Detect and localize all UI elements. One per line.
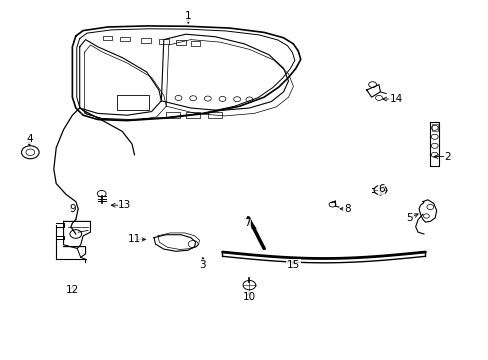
Text: 4: 4	[26, 134, 33, 144]
Text: 6: 6	[377, 184, 384, 194]
Bar	[166, 112, 180, 118]
Bar	[117, 95, 149, 110]
Bar	[207, 112, 221, 118]
Text: 14: 14	[388, 94, 402, 104]
Bar	[102, 36, 112, 40]
Text: 15: 15	[286, 260, 300, 270]
Text: 12: 12	[65, 285, 79, 295]
Text: 13: 13	[118, 200, 131, 210]
Bar	[159, 39, 168, 44]
Text: 3: 3	[199, 260, 206, 270]
Bar	[176, 40, 185, 45]
Text: 10: 10	[243, 292, 255, 302]
Text: 5: 5	[406, 213, 412, 223]
Text: 7: 7	[243, 218, 250, 228]
Bar	[141, 38, 150, 42]
Text: 1: 1	[184, 11, 191, 21]
Text: 8: 8	[343, 204, 350, 214]
Text: 2: 2	[443, 152, 450, 162]
Bar	[431, 124, 437, 131]
Text: 11: 11	[127, 234, 141, 244]
Bar	[185, 112, 199, 118]
Text: 9: 9	[69, 204, 76, 214]
Bar	[120, 37, 129, 41]
Bar	[190, 41, 200, 45]
